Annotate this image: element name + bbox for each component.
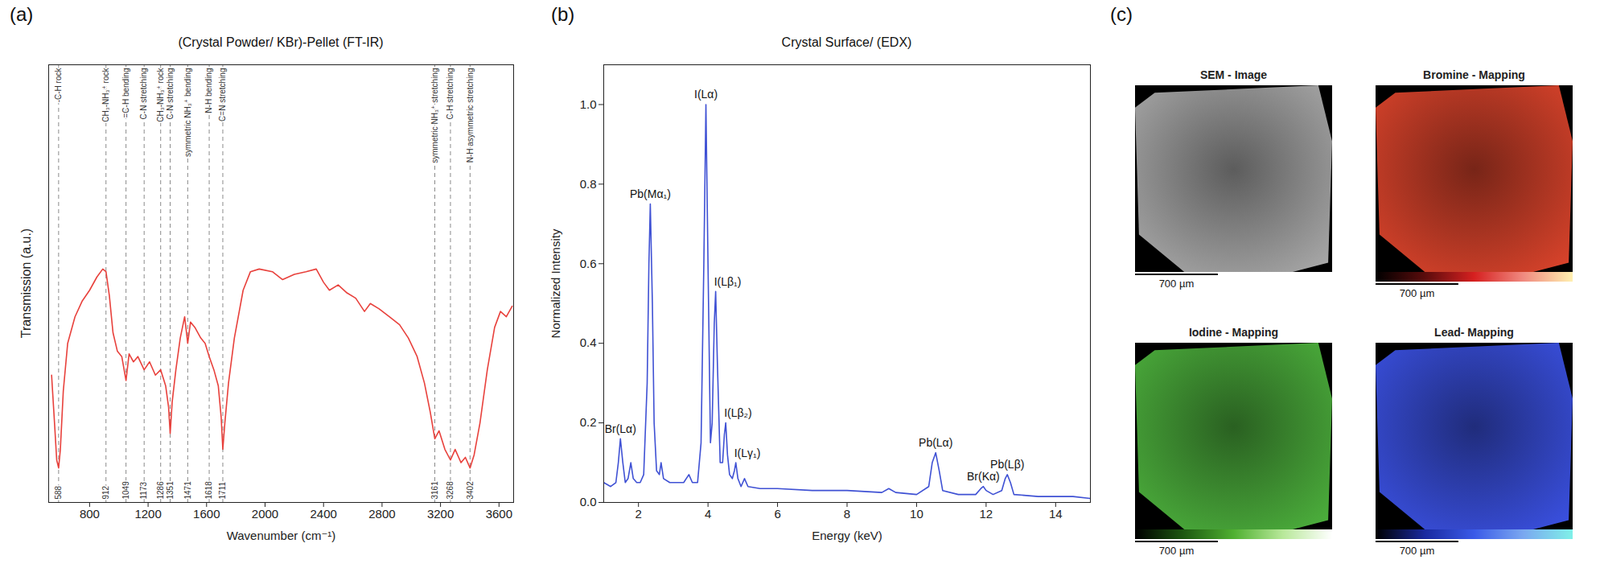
svg-text:0.0: 0.0 [579, 494, 597, 509]
svg-text:700 µm: 700 µm [1399, 544, 1436, 557]
svg-text:Wavenumber (cm⁻¹): Wavenumber (cm⁻¹) [226, 528, 337, 543]
svg-text:588: 588 [53, 485, 63, 499]
svg-text:C-N stretching: C-N stretching [139, 68, 149, 120]
svg-text:C=N stretching: C=N stretching [217, 68, 227, 122]
svg-text:1173: 1173 [139, 481, 149, 500]
svg-text:symmetric NH₃⁺ stretching: symmetric NH₃⁺ stretching [430, 68, 440, 164]
svg-text:700 µm: 700 µm [1159, 544, 1195, 557]
svg-text:1049: 1049 [121, 481, 131, 500]
svg-text:I(Lβ₁): I(Lβ₁) [714, 275, 742, 288]
svg-text:1351: 1351 [165, 481, 175, 500]
svg-text:2800: 2800 [368, 506, 395, 521]
svg-text:3161: 3161 [430, 481, 440, 500]
html-text:(a): (a) [9, 3, 34, 25]
svg-text:symmetric NH₃⁺ bending: symmetric NH₃⁺ bending [183, 68, 193, 158]
svg-text:Bromine - Mapping: Bromine - Mapping [1423, 68, 1526, 82]
svg-text:10: 10 [909, 506, 924, 521]
svg-text:2400: 2400 [310, 506, 338, 521]
svg-text:Energy (keV): Energy (keV) [811, 528, 883, 543]
html-text:(c): (c) [1110, 3, 1133, 25]
html-text:Crystal Surface/ (EDX): Crystal Surface/ (EDX) [781, 35, 912, 50]
svg-text:SEM - Image: SEM - Image [1200, 68, 1267, 82]
svg-text:I(Lβ₂): I(Lβ₂) [723, 406, 753, 420]
svg-text:Pb(Lβ): Pb(Lβ) [990, 457, 1025, 471]
svg-text:1600: 1600 [193, 506, 220, 521]
svg-text:0.4: 0.4 [579, 335, 597, 350]
svg-text:3200: 3200 [427, 506, 454, 521]
svg-text:Br(Kα): Br(Kα) [966, 469, 1000, 483]
svg-text:12: 12 [979, 506, 994, 521]
svg-text:N-H asymmetric stretching: N-H asymmetric stretching [465, 68, 475, 164]
svg-text:N-H bending: N-H bending [204, 68, 214, 114]
svg-text:1618: 1618 [204, 481, 214, 500]
svg-text:4: 4 [704, 506, 712, 521]
svg-text:0.8: 0.8 [579, 176, 597, 191]
svg-text:C-H stretching: C-H stretching [445, 68, 455, 120]
svg-text:Pb(Mα₁): Pb(Mα₁) [629, 187, 671, 201]
svg-text:C-N stretching: C-N stretching [165, 68, 175, 120]
svg-text:912: 912 [101, 485, 111, 499]
svg-text:2: 2 [635, 506, 642, 521]
svg-text:3402: 3402 [465, 481, 475, 500]
svg-text:8: 8 [843, 506, 851, 521]
svg-text:1286: 1286 [156, 481, 165, 500]
svg-text:Lead- Mapping: Lead- Mapping [1434, 325, 1514, 339]
svg-text:1471: 1471 [183, 481, 193, 500]
svg-text:6: 6 [773, 506, 781, 521]
svg-text:=C-H bending: =C-H bending [121, 68, 131, 119]
svg-text:Br(Lα): Br(Lα) [604, 422, 637, 436]
html-text:(b): (b) [551, 3, 575, 25]
svg-text:0.6: 0.6 [579, 256, 597, 271]
svg-text:0.2: 0.2 [579, 415, 597, 429]
svg-text:3268: 3268 [445, 481, 455, 500]
svg-text:700 µm: 700 µm [1159, 277, 1195, 290]
svg-text:Pb(Lα): Pb(Lα) [918, 435, 953, 449]
svg-text:700 µm: 700 µm [1399, 287, 1436, 300]
html-text:(Crystal Powder/ KBr)-Pellet (: (Crystal Powder/ KBr)-Pellet (FT-IR) [178, 35, 384, 50]
svg-text:1711: 1711 [217, 481, 227, 500]
svg-text:1200: 1200 [134, 506, 161, 521]
svg-text:CH₃-NH₃⁺ rock: CH₃-NH₃⁺ rock [156, 67, 165, 123]
svg-text:Normalized Intensity: Normalized Intensity [548, 228, 563, 338]
svg-text:14: 14 [1048, 506, 1063, 521]
svg-text:I(Lα): I(Lα) [694, 87, 718, 101]
svg-text:-C-H rock: -C-H rock [53, 67, 63, 103]
svg-text:Transmission (a.u.): Transmission (a.u.) [19, 228, 33, 338]
svg-text:I(Lγ₁): I(Lγ₁) [734, 446, 761, 460]
svg-text:Iodine - Mapping: Iodine - Mapping [1188, 325, 1279, 339]
svg-text:CH₃-NH₃⁺ rock: CH₃-NH₃⁺ rock [101, 67, 111, 123]
svg-text:3600: 3600 [485, 506, 513, 521]
svg-text:1.0: 1.0 [579, 97, 597, 112]
svg-text:2000: 2000 [251, 506, 279, 521]
svg-text:800: 800 [79, 506, 100, 521]
